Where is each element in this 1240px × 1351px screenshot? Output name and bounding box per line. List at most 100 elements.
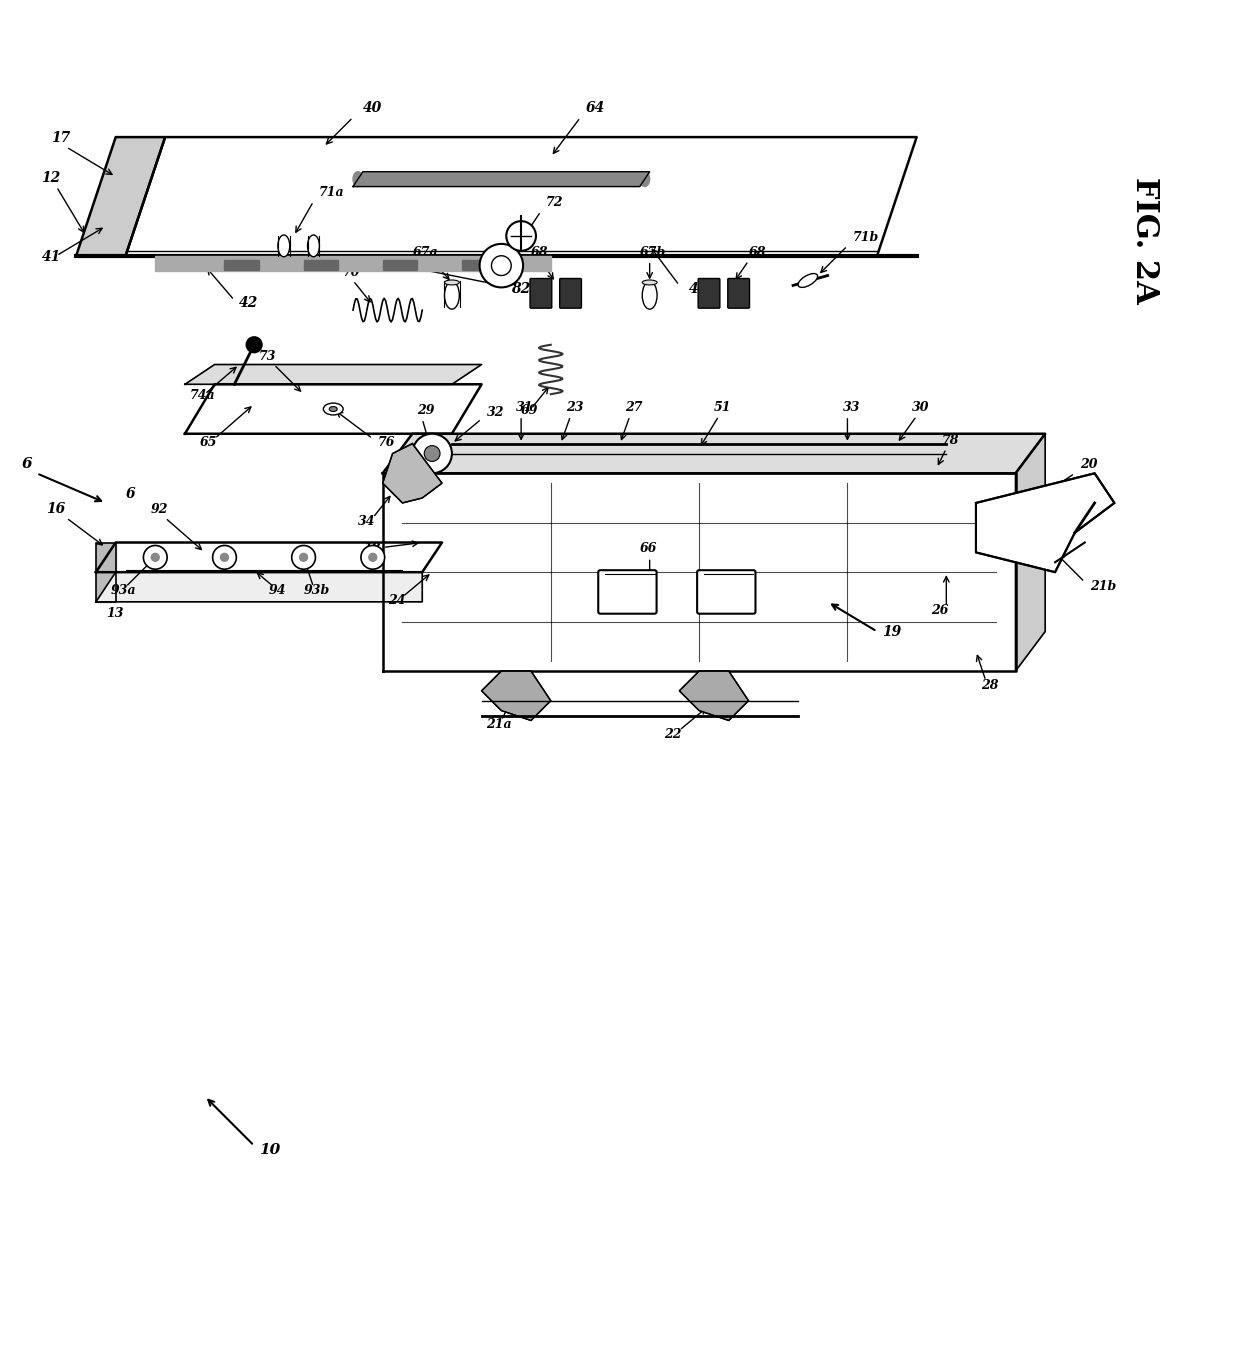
Text: FIG. 2A: FIG. 2A	[1128, 177, 1159, 304]
Text: 73: 73	[259, 350, 277, 362]
FancyBboxPatch shape	[728, 278, 749, 308]
Circle shape	[361, 546, 384, 569]
Ellipse shape	[640, 172, 650, 186]
Text: 26: 26	[931, 604, 949, 616]
Text: 20: 20	[1080, 458, 1097, 471]
Circle shape	[300, 554, 308, 561]
Polygon shape	[185, 384, 481, 434]
Circle shape	[368, 554, 377, 561]
Text: 10: 10	[259, 1143, 280, 1156]
Ellipse shape	[308, 235, 320, 257]
Polygon shape	[76, 136, 165, 255]
Text: 31: 31	[516, 401, 533, 413]
FancyBboxPatch shape	[698, 278, 720, 308]
Text: 70: 70	[343, 266, 361, 278]
Ellipse shape	[444, 280, 459, 285]
Ellipse shape	[324, 403, 343, 415]
Text: 44: 44	[689, 282, 708, 296]
Text: 69: 69	[521, 404, 538, 417]
Text: 51: 51	[714, 401, 732, 413]
FancyBboxPatch shape	[559, 278, 582, 308]
Text: 76: 76	[378, 435, 396, 449]
Polygon shape	[680, 671, 749, 720]
Text: 24: 24	[388, 594, 405, 607]
Text: 64: 64	[585, 101, 605, 115]
Circle shape	[506, 222, 536, 251]
Text: 21b: 21b	[1090, 580, 1116, 593]
Polygon shape	[95, 543, 441, 573]
Text: 71b: 71b	[852, 231, 879, 245]
Circle shape	[247, 336, 262, 353]
Text: 30: 30	[911, 401, 929, 413]
Polygon shape	[383, 473, 1016, 671]
Bar	[383, 259, 418, 270]
Ellipse shape	[444, 281, 459, 309]
Text: 94: 94	[269, 584, 286, 597]
Text: 27: 27	[625, 401, 642, 413]
Text: 21a: 21a	[486, 719, 512, 731]
Text: 17: 17	[51, 131, 71, 145]
Ellipse shape	[642, 281, 657, 309]
Text: 42: 42	[239, 296, 259, 311]
Circle shape	[291, 546, 315, 569]
Text: 67b: 67b	[640, 246, 666, 259]
Bar	[461, 259, 496, 270]
FancyBboxPatch shape	[598, 570, 657, 613]
Polygon shape	[155, 255, 551, 270]
Ellipse shape	[799, 273, 817, 288]
Polygon shape	[481, 671, 551, 720]
Ellipse shape	[330, 407, 337, 412]
Circle shape	[480, 245, 523, 288]
Ellipse shape	[278, 235, 290, 257]
Text: 33: 33	[842, 401, 861, 413]
Circle shape	[212, 546, 237, 569]
FancyBboxPatch shape	[697, 570, 755, 613]
Text: 72: 72	[546, 196, 563, 209]
Text: 68: 68	[531, 246, 548, 259]
Bar	[304, 259, 339, 270]
Text: 29: 29	[418, 404, 435, 417]
Text: 40: 40	[363, 101, 382, 115]
FancyBboxPatch shape	[529, 278, 552, 308]
Text: 92: 92	[150, 503, 167, 516]
Text: 34: 34	[358, 515, 376, 528]
Text: 16: 16	[46, 501, 66, 516]
Text: 65: 65	[200, 435, 217, 449]
Text: 6: 6	[125, 486, 135, 501]
Polygon shape	[383, 443, 441, 503]
Text: 67a: 67a	[413, 246, 438, 259]
Text: 71a: 71a	[319, 186, 343, 200]
Text: 28: 28	[981, 678, 998, 692]
Circle shape	[424, 446, 440, 462]
Polygon shape	[95, 573, 423, 601]
Text: 18: 18	[363, 542, 381, 555]
Text: 13: 13	[105, 607, 123, 620]
Ellipse shape	[353, 172, 363, 186]
Text: 93a: 93a	[110, 584, 136, 597]
Text: 93b: 93b	[304, 584, 330, 597]
Text: 6: 6	[22, 458, 32, 471]
Circle shape	[151, 554, 159, 561]
Text: 68: 68	[749, 246, 766, 259]
Text: 74a: 74a	[190, 389, 216, 403]
Circle shape	[144, 546, 167, 569]
Bar	[224, 259, 259, 270]
Polygon shape	[125, 136, 916, 255]
Text: 19: 19	[882, 626, 901, 639]
Text: 41: 41	[42, 250, 61, 263]
Text: 82: 82	[511, 282, 531, 296]
Polygon shape	[383, 434, 1045, 473]
Text: 66: 66	[640, 542, 657, 555]
Circle shape	[221, 554, 228, 561]
Polygon shape	[185, 365, 481, 384]
Circle shape	[491, 255, 511, 276]
Polygon shape	[1016, 434, 1045, 671]
Polygon shape	[353, 172, 650, 186]
Text: 23: 23	[565, 401, 583, 413]
Polygon shape	[95, 543, 115, 601]
Ellipse shape	[642, 280, 657, 285]
Text: 22: 22	[665, 728, 682, 742]
Polygon shape	[976, 473, 1115, 573]
Text: 78: 78	[941, 434, 959, 447]
Circle shape	[413, 434, 451, 473]
